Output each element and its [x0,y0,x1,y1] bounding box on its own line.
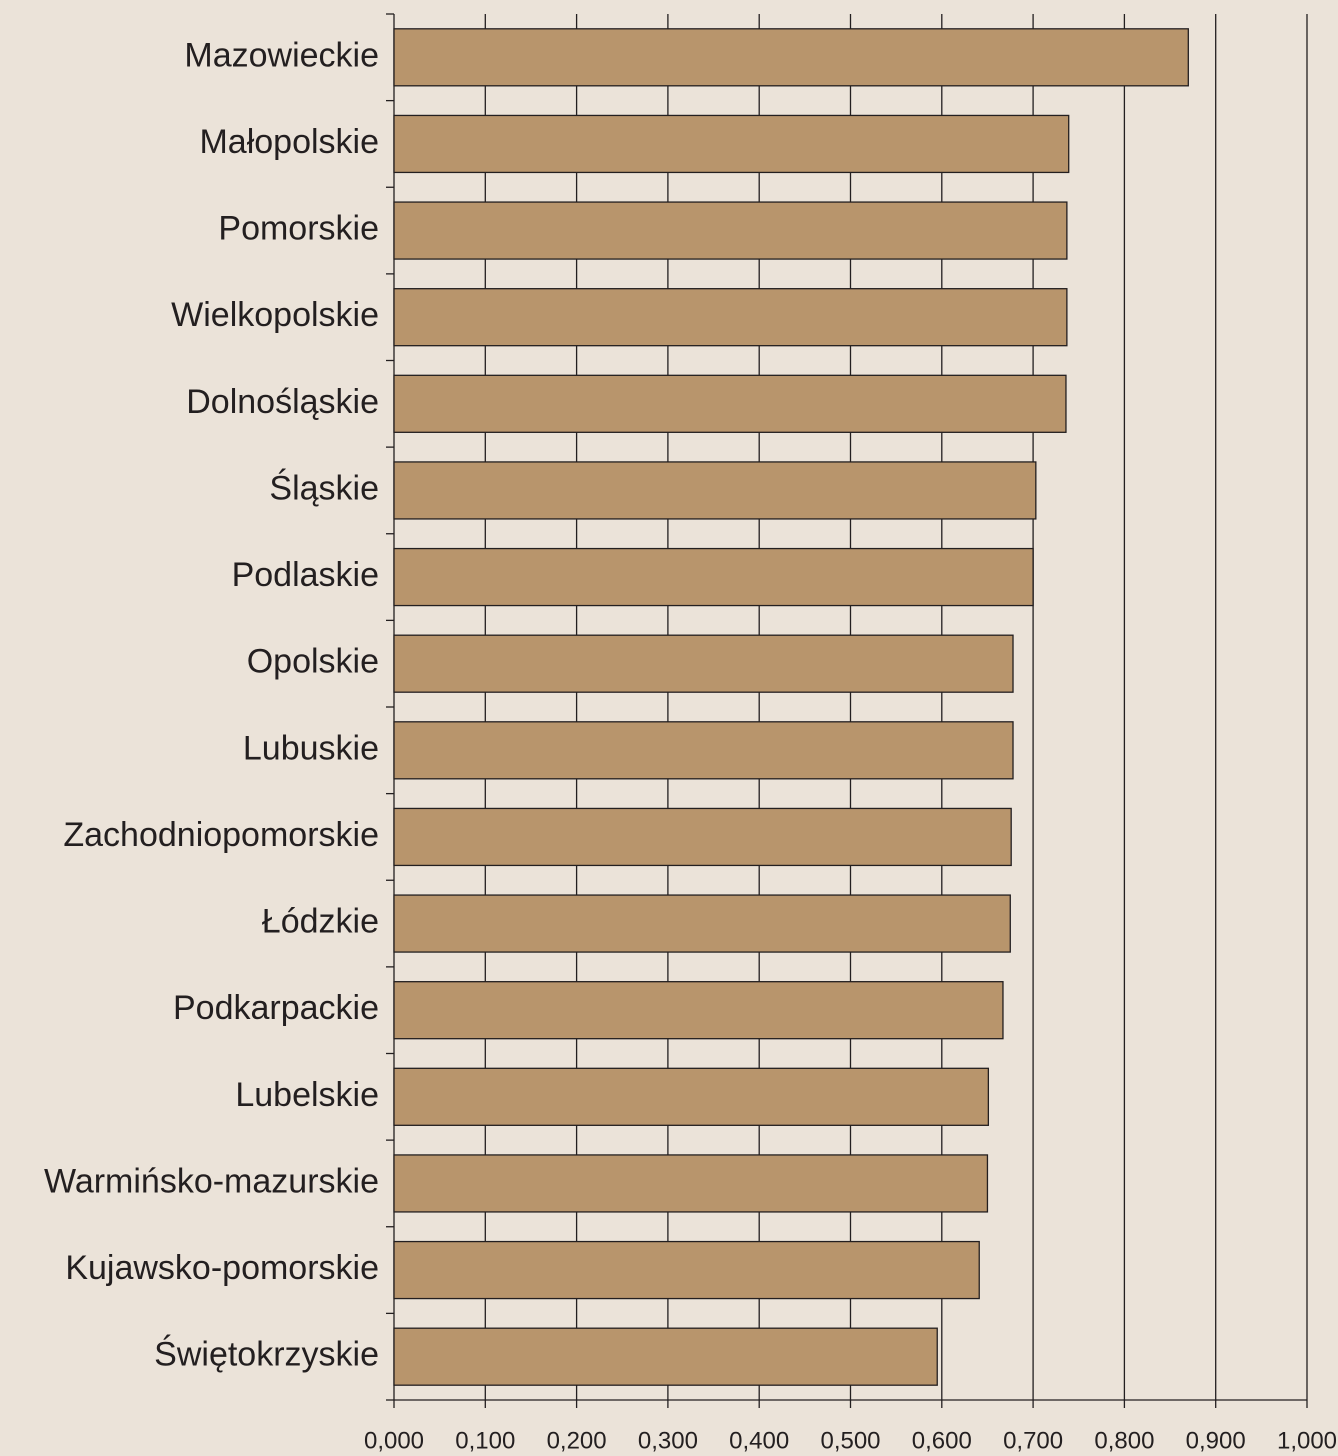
y-tick-label: Pomorskie [218,210,379,248]
x-tick-label: 0,600 [912,1427,972,1454]
bar [393,721,1014,780]
bar [393,461,1037,520]
y-tick-label: Lubelskie [235,1076,379,1114]
bar [393,374,1067,433]
y-tick-label: Małopolskie [199,123,379,161]
y-tick-label: Lubuskie [243,729,379,767]
x-tick-label: 0,300 [638,1427,698,1454]
bar [393,634,1014,693]
bar [393,894,1011,953]
bar [393,114,1070,174]
y-tick-label: Wielkopolskie [171,296,379,334]
x-tick-label: 0,000 [364,1427,424,1454]
bar [393,1327,938,1386]
bar [393,981,1004,1040]
bar [393,1240,980,1300]
y-tick-label: Łódzkie [262,903,379,941]
y-tick-label: Opolskie [247,643,379,681]
y-tick-label: Podkarpackie [173,989,379,1027]
bar [393,1067,990,1126]
bar [393,1154,989,1213]
y-tick-label: Śląskie [269,468,379,507]
x-tick-label: 1,000 [1277,1427,1337,1454]
bar [393,201,1068,260]
x-tick-label: 0,100 [455,1427,515,1454]
x-tick-label: 0,700 [1003,1427,1063,1454]
y-tick-label: Podlaskie [232,556,379,594]
y-tick-label: Warmińsko-mazurskie [44,1162,379,1200]
y-tick-label: Świętokrzyskie [154,1335,379,1374]
x-tick-label: 0,400 [729,1427,789,1454]
y-tick-label: Zachodniopomorskie [63,816,379,854]
bar [393,807,1012,867]
x-tick-label: 0,800 [1094,1427,1154,1454]
x-tick-label: 0,900 [1186,1427,1246,1454]
bar [393,28,1189,87]
y-tick-label: Mazowieckie [184,36,379,74]
x-tick-label: 0,200 [547,1427,607,1454]
x-tick-label: 0,500 [820,1427,880,1454]
bar [393,547,1034,607]
bar [393,288,1068,347]
y-tick-label: Kujawsko-pomorskie [65,1249,379,1287]
y-tick-label: Dolnośląskie [186,383,379,421]
